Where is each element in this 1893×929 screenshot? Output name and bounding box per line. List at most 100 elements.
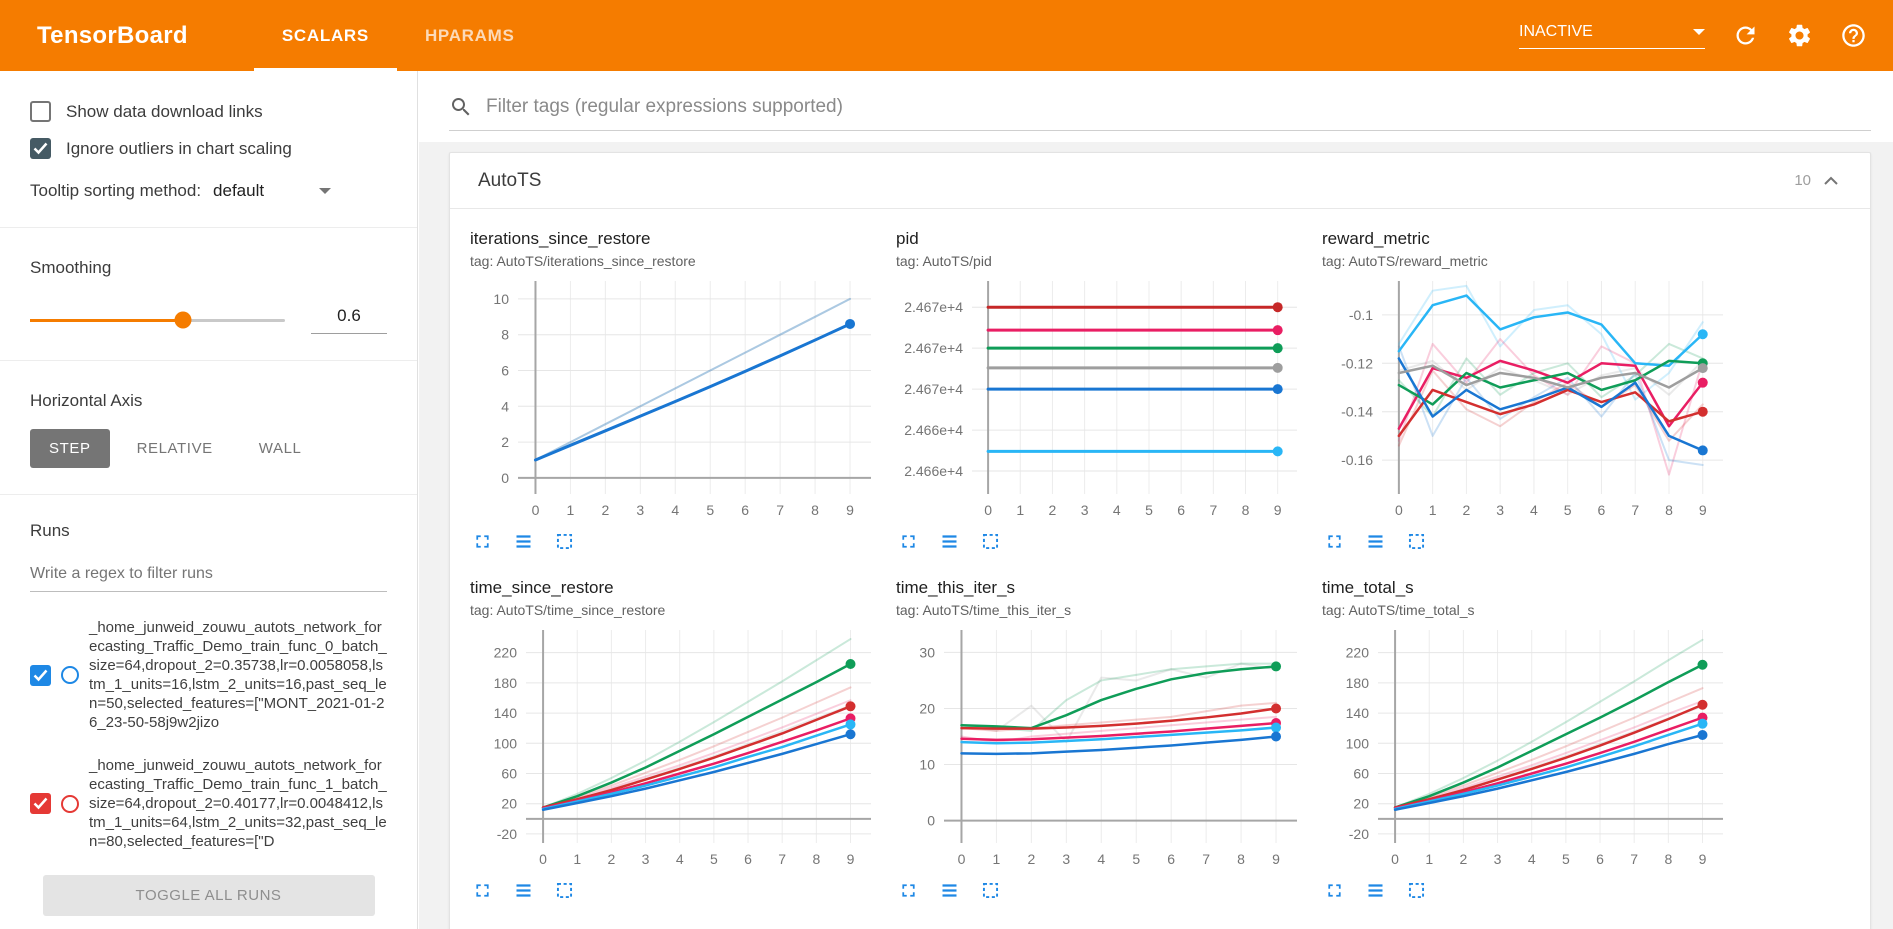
checkbox-unchecked-icon <box>30 101 51 122</box>
expand-chart-icon[interactable] <box>472 531 493 552</box>
runs-table-icon[interactable] <box>513 880 534 901</box>
svg-text:220: 220 <box>494 645 518 661</box>
run-list-item: _home_junweid_zouwu_autots_network_forec… <box>30 756 387 851</box>
svg-text:20: 20 <box>919 700 935 716</box>
svg-text:8: 8 <box>812 851 820 867</box>
help-icon[interactable] <box>1840 22 1867 49</box>
smoothing-value[interactable]: 0.6 <box>311 306 387 334</box>
svg-text:3: 3 <box>1062 851 1070 867</box>
tab-scalars[interactable]: SCALARS <box>254 0 397 71</box>
svg-text:8: 8 <box>1237 851 1245 867</box>
chart-canvas[interactable]: 0 1 2 3 4 5 6 7 8 9 -0.1 -0.12 -0.14 -0.16 <box>1322 273 1732 526</box>
svg-text:140: 140 <box>494 705 518 721</box>
toggle-all-runs-button[interactable]: TOGGLE ALL RUNS <box>42 875 375 916</box>
runs-table-icon[interactable] <box>1365 531 1386 552</box>
svg-text:10: 10 <box>493 291 509 307</box>
runs-label: Runs <box>30 521 70 540</box>
expand-chart-icon[interactable] <box>472 880 493 901</box>
chart-tag: tag: AutoTS/time_total_s <box>1322 602 1475 618</box>
card-header[interactable]: AutoTS 10 <box>450 153 1870 209</box>
svg-text:-0.16: -0.16 <box>1341 452 1373 468</box>
expand-chart-icon[interactable] <box>898 531 919 552</box>
svg-text:2.467e+4: 2.467e+4 <box>904 381 963 397</box>
chart-canvas[interactable]: 0 1 2 3 4 5 6 7 8 9 -20 20 60 100 140 180 220 <box>470 622 880 875</box>
svg-text:0: 0 <box>984 502 992 518</box>
runs-table-icon[interactable] <box>939 880 960 901</box>
step-button[interactable]: STEP <box>30 429 110 468</box>
runs-table-icon[interactable] <box>513 531 534 552</box>
fit-domain-icon[interactable] <box>1406 531 1427 552</box>
runs-filter-input[interactable] <box>30 557 387 592</box>
svg-text:9: 9 <box>847 851 855 867</box>
refresh-icon[interactable] <box>1732 22 1759 49</box>
horizontal-axis-label: Horizontal Axis <box>30 391 143 410</box>
svg-text:4: 4 <box>1530 502 1538 518</box>
chevron-up-icon[interactable] <box>1820 171 1842 191</box>
status-dropdown[interactable]: INACTIVE <box>1519 23 1705 49</box>
svg-text:5: 5 <box>710 851 718 867</box>
fit-domain-icon[interactable] <box>554 880 575 901</box>
run-solo-radio[interactable] <box>61 794 79 813</box>
svg-text:0: 0 <box>1395 502 1403 518</box>
svg-text:10: 10 <box>919 757 935 773</box>
expand-chart-icon[interactable] <box>898 880 919 901</box>
show-download-links-checkbox[interactable]: Show data download links <box>30 101 387 122</box>
tag-filter-input[interactable] <box>486 95 1863 118</box>
run-name: _home_junweid_zouwu_autots_network_forec… <box>89 757 387 850</box>
svg-text:0: 0 <box>958 851 966 867</box>
svg-text:2.467e+4: 2.467e+4 <box>904 299 963 315</box>
app-title: TensorBoard <box>37 21 188 49</box>
svg-text:9: 9 <box>1699 502 1707 518</box>
svg-text:8: 8 <box>1242 502 1250 518</box>
fit-domain-icon[interactable] <box>980 880 1001 901</box>
svg-text:5: 5 <box>1132 851 1140 867</box>
svg-text:-0.14: -0.14 <box>1341 404 1373 420</box>
chart-toolbar <box>1322 531 1732 552</box>
svg-text:60: 60 <box>501 766 517 782</box>
svg-text:1: 1 <box>1016 502 1024 518</box>
runs-table-icon[interactable] <box>939 531 960 552</box>
chart-canvas[interactable]: 0 1 2 3 4 5 6 7 8 9 0 2 4 6 8 10 <box>470 273 880 526</box>
fit-domain-icon[interactable] <box>980 531 1001 552</box>
smoothing-label: Smoothing <box>30 258 112 277</box>
svg-text:-0.12: -0.12 <box>1341 355 1373 371</box>
chart-title: time_this_iter_s <box>896 578 1016 597</box>
svg-text:6: 6 <box>744 851 752 867</box>
status-dropdown-value: INACTIVE <box>1519 22 1593 40</box>
svg-text:1: 1 <box>567 502 575 518</box>
svg-text:3: 3 <box>1081 502 1089 518</box>
slider-thumb[interactable] <box>174 311 192 329</box>
svg-text:2: 2 <box>1049 502 1057 518</box>
chart-canvas[interactable]: 0 1 2 3 4 5 6 7 8 9 0 10 20 30 <box>896 622 1306 875</box>
svg-text:5: 5 <box>1564 502 1572 518</box>
smoothing-slider[interactable] <box>30 311 285 329</box>
settings-icon[interactable] <box>1786 22 1813 49</box>
svg-text:1: 1 <box>1429 502 1437 518</box>
run-solo-radio[interactable] <box>61 666 79 684</box>
wall-button[interactable]: WALL <box>240 429 321 468</box>
top-nav: SCALARS HPARAMS <box>254 0 543 71</box>
svg-text:100: 100 <box>494 735 518 751</box>
chart-canvas[interactable]: 0 1 2 3 4 5 6 7 8 9 -20 20 60 100 140 180 220 <box>1322 622 1732 875</box>
chart-tile: time_this_iter_s tag: AutoTS/time_this_i… <box>896 578 1306 901</box>
ignore-outliers-checkbox[interactable]: Ignore outliers in chart scaling <box>30 138 387 159</box>
run-checkbox-checked-icon[interactable] <box>30 793 51 814</box>
runs-table-icon[interactable] <box>1365 880 1386 901</box>
chart-canvas[interactable]: 0 1 2 3 4 5 6 7 8 9 2.467e+4 2.467e+4 2.467e+4 2.466e… <box>896 273 1306 526</box>
expand-chart-icon[interactable] <box>1324 880 1345 901</box>
fit-domain-icon[interactable] <box>1406 880 1427 901</box>
tooltip-sorting-dropdown[interactable]: default <box>213 181 332 201</box>
chart-tag: tag: AutoTS/pid <box>896 253 992 269</box>
svg-text:2: 2 <box>1463 502 1471 518</box>
run-checkbox-checked-icon[interactable] <box>30 664 51 686</box>
svg-text:4: 4 <box>671 502 679 518</box>
tab-hparams[interactable]: HPARAMS <box>424 25 515 45</box>
svg-text:9: 9 <box>1274 502 1282 518</box>
fit-domain-icon[interactable] <box>554 531 575 552</box>
expand-chart-icon[interactable] <box>1324 531 1345 552</box>
svg-text:4: 4 <box>1113 502 1121 518</box>
relative-button[interactable]: RELATIVE <box>118 429 232 468</box>
svg-text:6: 6 <box>501 362 509 378</box>
chart-tag: tag: AutoTS/time_this_iter_s <box>896 602 1072 618</box>
tag-filter-bar <box>419 71 1893 142</box>
